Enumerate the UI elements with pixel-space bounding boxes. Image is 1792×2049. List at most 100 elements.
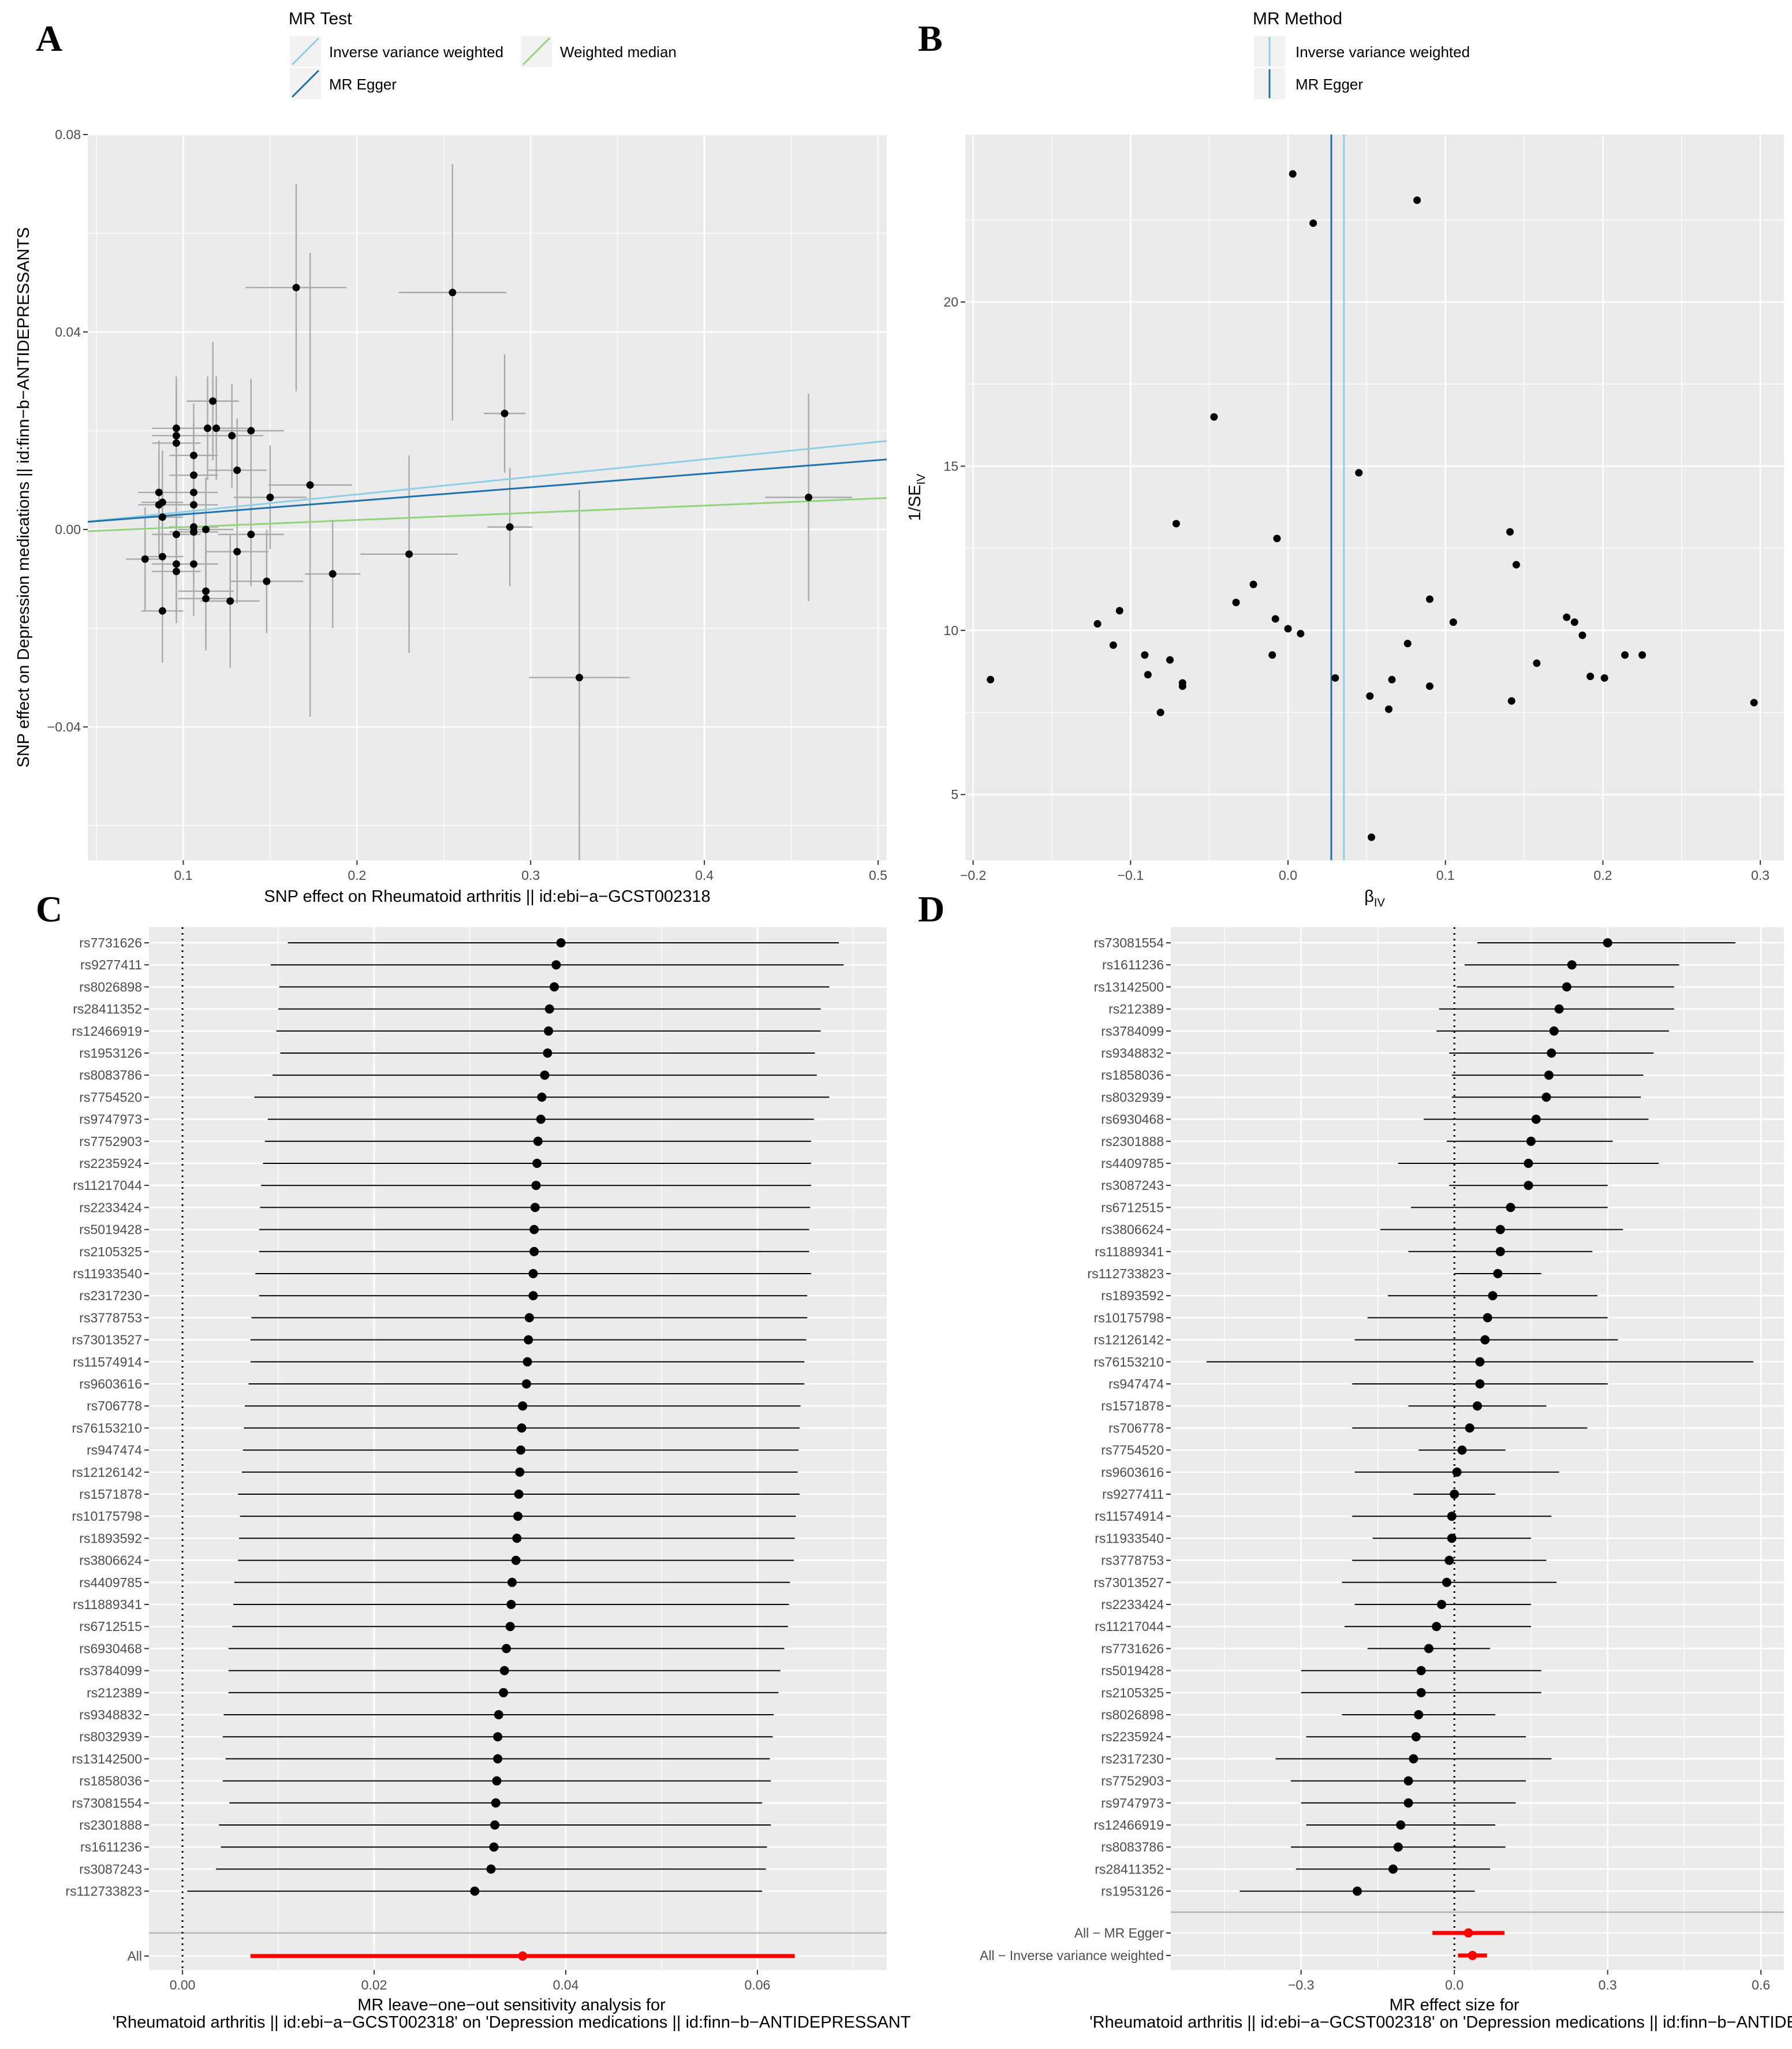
- snp-estimate: [490, 1820, 500, 1830]
- plot-background: [88, 135, 887, 860]
- egger-line: [88, 458, 887, 523]
- snp-point: [1331, 674, 1339, 682]
- snp-estimate: [1488, 1291, 1498, 1301]
- x-tick-label: 0.1: [174, 868, 192, 883]
- snp-estimate: [1409, 1754, 1418, 1764]
- snp-estimate: [1353, 1886, 1362, 1896]
- snp-point: [1366, 692, 1374, 700]
- snp-estimate: [544, 1004, 554, 1014]
- snp-estimate: [1450, 1490, 1459, 1499]
- snp-estimate: [551, 960, 561, 970]
- snp-estimate: [1414, 1710, 1424, 1719]
- y-tick-label: 5: [951, 787, 958, 802]
- x-tick-label: 0.5: [869, 868, 887, 883]
- snp-label: rs2235924: [1101, 1729, 1164, 1744]
- snp-estimate: [517, 1423, 527, 1433]
- snp-point: [1578, 631, 1586, 639]
- x-tick-label: 0.6: [1752, 1977, 1770, 1992]
- snp-label: rs7731626: [79, 935, 142, 950]
- snp-point: [1638, 651, 1647, 659]
- snp-label: rs8083786: [1101, 1839, 1164, 1854]
- snp-point: [155, 488, 163, 497]
- snp-point: [1413, 196, 1421, 204]
- snp-label: rs2235924: [79, 1156, 142, 1171]
- snp-label: rs1611236: [1102, 957, 1164, 972]
- snp-label: rs2317230: [79, 1288, 142, 1303]
- snp-label: rs11574914: [73, 1354, 142, 1369]
- snp-label: rs2317230: [1101, 1751, 1164, 1766]
- snp-estimate: [1403, 1776, 1413, 1786]
- snp-point: [158, 607, 166, 615]
- snp-point: [158, 553, 166, 561]
- snp-label: rs1611236: [80, 1839, 142, 1854]
- snp-label: rs1893592: [79, 1531, 142, 1546]
- x-tick-label: 0.00: [170, 1977, 196, 1992]
- snp-estimate: [1473, 1401, 1482, 1411]
- snp-label: rs6930468: [79, 1641, 142, 1656]
- snp-label: rs7754520: [79, 1089, 142, 1104]
- snp-estimate: [494, 1710, 503, 1719]
- snp-point: [1750, 699, 1758, 707]
- snp-estimate: [524, 1335, 533, 1345]
- snp-label: rs5019428: [1101, 1663, 1164, 1678]
- snp-point: [190, 528, 198, 536]
- snp-label: rs13142500: [72, 1751, 143, 1766]
- snp-label: rs212389: [87, 1685, 142, 1700]
- snp-point: [190, 501, 198, 509]
- snp-label: rs3784099: [79, 1663, 142, 1678]
- snp-label: rs12466919: [72, 1024, 143, 1039]
- legend-title: MR Method: [1253, 9, 1342, 28]
- snp-label: rs73013527: [72, 1333, 143, 1348]
- snp-estimate: [491, 1798, 501, 1808]
- summary-label: All − Inverse variance weighted: [980, 1948, 1164, 1963]
- snp-label: rs73081554: [72, 1796, 143, 1811]
- snp-label: rs76153210: [1094, 1354, 1164, 1369]
- plot-background: [965, 135, 1784, 860]
- snp-point: [190, 560, 198, 568]
- snp-label: rs8083786: [79, 1068, 142, 1083]
- panel-label-c: C: [36, 889, 62, 930]
- weighted-median-line: [88, 497, 887, 532]
- snp-estimate: [543, 1048, 552, 1058]
- snp-estimate: [530, 1203, 540, 1212]
- summary-label: All: [127, 1949, 142, 1964]
- snp-point: [158, 498, 166, 506]
- snp-point: [1271, 615, 1279, 623]
- x-tick-label: −0.2: [960, 868, 986, 883]
- x-tick-label: −0.1: [1118, 868, 1144, 883]
- snp-label: rs2105325: [79, 1244, 142, 1259]
- snp-label: rs9603616: [79, 1376, 142, 1391]
- snp-label: rs1893592: [1101, 1288, 1164, 1303]
- snp-estimate: [544, 1026, 554, 1036]
- summary-label: All − MR Egger: [1074, 1925, 1164, 1940]
- x-tick-label: 0.4: [695, 868, 714, 883]
- snp-estimate: [528, 1269, 538, 1278]
- summary-estimate: [1468, 1951, 1477, 1960]
- snp-estimate: [1483, 1313, 1492, 1323]
- snp-point: [172, 424, 180, 432]
- snp-estimate: [1603, 938, 1612, 947]
- x-axis-label: βIV: [1364, 887, 1385, 909]
- snp-label: rs706778: [87, 1398, 142, 1413]
- legend-title: MR Test: [289, 9, 352, 28]
- snp-label: rs12126142: [72, 1465, 143, 1480]
- y-tick-label: 10: [943, 623, 958, 638]
- snp-point: [202, 595, 210, 603]
- snp-point: [1144, 671, 1152, 679]
- snp-label: rs212389: [1108, 1002, 1164, 1017]
- snp-point: [1210, 413, 1218, 421]
- y-tick-label: −0.04: [47, 719, 81, 734]
- snp-estimate: [528, 1291, 538, 1301]
- x-tick-label: 0.04: [553, 1977, 579, 1992]
- snp-label: rs9603616: [1101, 1465, 1164, 1480]
- snp-estimate: [1442, 1577, 1451, 1587]
- snp-label: rs8026898: [79, 979, 142, 994]
- snp-estimate: [556, 938, 566, 947]
- snp-point: [247, 531, 255, 539]
- snp-label: rs7754520: [1101, 1443, 1164, 1458]
- snp-label: rs11217044: [73, 1178, 142, 1193]
- snp-label: rs1571878: [79, 1487, 142, 1502]
- snp-estimate: [533, 1136, 543, 1146]
- snp-point: [172, 531, 180, 539]
